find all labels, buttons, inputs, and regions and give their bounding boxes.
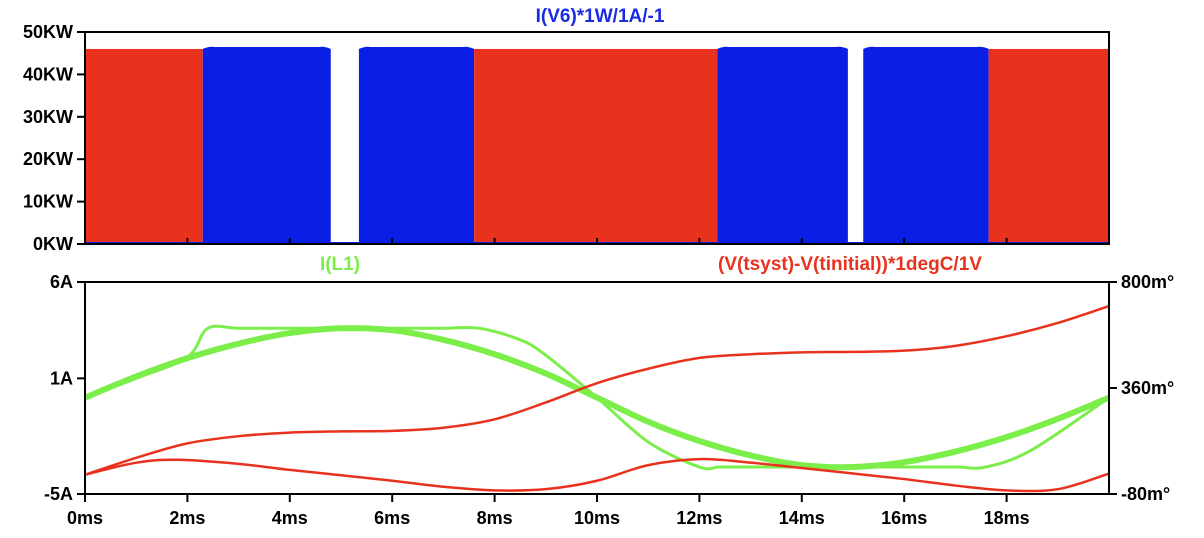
inductor-current-line (85, 325, 1109, 471)
power-band-red (474, 48, 718, 244)
power-band-blue (202, 48, 331, 244)
temperature-rise-line (85, 304, 1109, 476)
legend-current: I(L1) (320, 254, 360, 275)
legend-temperature: (V(tsyst)-V(tinitial))*1degC/1V (718, 254, 982, 275)
inductor-current-line (85, 324, 1109, 471)
power-band-blue (717, 48, 848, 244)
power-band-ripple (717, 46, 848, 49)
bottom-left-y-axis: 6A 1A -5A (44, 272, 85, 504)
power-band-ripple (358, 46, 475, 49)
bottom-plot-area (85, 304, 1109, 493)
power-band-red (85, 48, 203, 244)
top-y-axis: 50KW 40KW 30KW 20KW 10KW 0KW (23, 22, 85, 254)
x-tick-label: 18ms (984, 508, 1030, 528)
top-chart-title: I(V6)*1W/1A/-1 (536, 6, 665, 27)
right-y-tick-label: 800m° (1121, 272, 1174, 292)
x-tick-label: 6ms (374, 508, 410, 528)
bottom-plot-frame (84, 281, 1110, 495)
top-plot-area (85, 46, 1109, 244)
x-axis: 0ms 2ms 4ms 6ms 8ms 10ms 12ms 14ms 16ms 18ms (67, 238, 1030, 528)
left-y-tick-label: -5A (44, 484, 73, 504)
top-y-tick-label: 50KW (23, 22, 73, 42)
power-band-blue (358, 48, 475, 244)
power-band-ripple (863, 46, 989, 49)
top-y-tick-label: 10KW (23, 192, 73, 212)
right-y-tick-label: -80m° (1121, 484, 1170, 504)
x-tick-label: 8ms (477, 508, 513, 528)
top-y-tick-label: 0KW (33, 234, 73, 254)
bottom-right-y-axis: 800m° 360m° -80m° (1109, 272, 1174, 504)
x-tick-label: 0ms (67, 508, 103, 528)
power-band-ripple (202, 46, 331, 49)
x-tick-label: 14ms (779, 508, 825, 528)
x-tick-label: 12ms (676, 508, 722, 528)
x-tick-label: 4ms (272, 508, 308, 528)
x-tick-label: 2ms (169, 508, 205, 528)
top-y-tick-label: 30KW (23, 107, 73, 127)
power-band-blue (863, 48, 989, 244)
left-y-tick-label: 6A (50, 272, 73, 292)
x-tick-label: 16ms (881, 508, 927, 528)
right-y-tick-label: 360m° (1121, 378, 1174, 398)
left-y-tick-label: 1A (50, 368, 73, 388)
top-y-tick-label: 20KW (23, 149, 73, 169)
top-y-tick-label: 40KW (23, 64, 73, 84)
temperature-rise-line (85, 457, 1109, 493)
x-tick-label: 10ms (574, 508, 620, 528)
power-band-red (988, 48, 1109, 244)
